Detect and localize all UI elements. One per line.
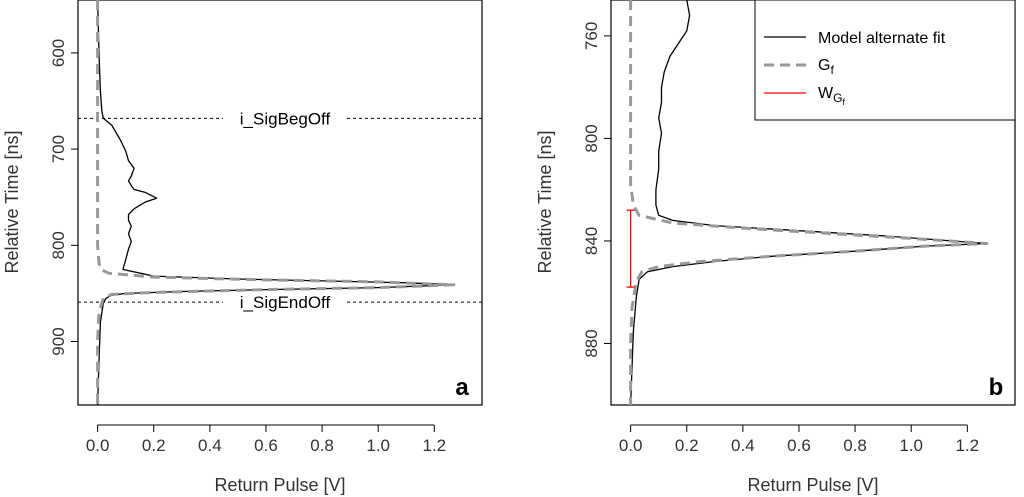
plot-frame-a	[77, 0, 483, 406]
x-axis-a: 0.0 0.2 0.4 0.6 0.8 1.0 1.2	[86, 424, 446, 455]
panel-letter-b: b	[989, 374, 1004, 401]
y-axis-b: 760 800 840 880	[582, 22, 611, 358]
legend-label-wgf-main: W	[818, 85, 834, 102]
y-tick-label: 900	[49, 327, 68, 355]
legend-label-model: Model alternate fit	[818, 30, 946, 47]
x-tick-label: 0.6	[254, 436, 278, 455]
y-axis-a: 600 700 800 900	[49, 39, 78, 356]
legend-box	[754, 0, 1016, 121]
x-tick-label: 0.8	[843, 436, 867, 455]
x-tick-label: 1.2	[422, 436, 446, 455]
series-model-line	[629, 0, 988, 405]
panel-b: 0.0 0.2 0.4 0.6 0.8 1.0 1.2 760 800 840 880 Model…	[535, 0, 1016, 495]
legend-b: Model alternate fit Gf WGf	[754, 0, 1016, 121]
series-b	[629, 0, 989, 405]
y-axis-label-b: Relative Time [ns]	[535, 130, 555, 273]
x-tick-label: 0.2	[142, 436, 166, 455]
legend-label-gf-sub: f	[830, 63, 834, 77]
y-tick-label: 700	[49, 135, 68, 163]
x-tick-label: 1.0	[899, 436, 923, 455]
width-marker-b	[626, 209, 635, 288]
legend-label-wgf-sub: G	[833, 91, 842, 105]
x-tick-label: 1.2	[955, 436, 979, 455]
plot-frame-b	[610, 0, 1016, 406]
series-model-line	[96, 0, 455, 405]
x-axis-b: 0.0 0.2 0.4 0.6 0.8 1.0 1.2	[619, 424, 979, 455]
panel-letter-a: a	[455, 374, 469, 401]
x-axis-label-b: Return Pulse [V]	[747, 475, 878, 495]
x-tick-label: 0.2	[675, 436, 699, 455]
x-tick-label: 0.0	[86, 436, 110, 455]
x-tick-label: 0.4	[731, 436, 755, 455]
panel-a: 0.0 0.2 0.4 0.6 0.8 1.0 1.2 600 700 800 900 i_Sig…	[2, 0, 483, 495]
y-axis-label-a: Relative Time [ns]	[2, 130, 22, 273]
legend-label-wgf-subsub: f	[842, 97, 845, 107]
legend-label-wgf: WGf	[818, 85, 845, 107]
x-tick-label: 0.0	[619, 436, 643, 455]
series-gf-line	[629, 0, 989, 405]
legend-label-gf-main: G	[818, 57, 830, 74]
legend-label-gf: Gf	[818, 57, 834, 77]
x-axis-label-a: Return Pulse [V]	[214, 475, 345, 495]
y-tick-label: 600	[49, 39, 68, 67]
x-tick-label: 0.8	[310, 436, 334, 455]
threshold-label: i_SigBegOff	[240, 109, 331, 128]
series-a	[96, 0, 456, 405]
y-tick-label: 840	[582, 227, 601, 255]
x-tick-label: 0.4	[198, 436, 222, 455]
y-tick-label: 760	[582, 22, 601, 50]
y-tick-label: 800	[582, 124, 601, 152]
threshold-lines-a: i_SigBegOff i_SigEndOff	[78, 109, 482, 312]
threshold-label: i_SigEndOff	[240, 293, 331, 312]
x-tick-label: 0.6	[787, 436, 811, 455]
series-gf-line	[96, 0, 456, 405]
x-tick-label: 1.0	[366, 436, 390, 455]
y-tick-label: 880	[582, 329, 601, 357]
y-tick-label: 800	[49, 231, 68, 259]
